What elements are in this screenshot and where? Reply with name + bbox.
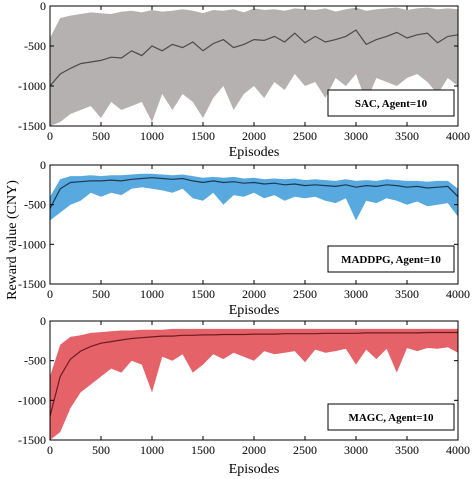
sac-x-tick-label: 1500 bbox=[191, 129, 215, 143]
sac-x-tick-label: 0 bbox=[47, 129, 53, 143]
sac-mean-line bbox=[49, 29, 459, 87]
magc-legend-label: MAGC, Agent=10 bbox=[348, 412, 434, 424]
maddpg-x-tick-label: 2500 bbox=[293, 287, 317, 301]
maddpg-x-tick-label: 2000 bbox=[242, 287, 266, 301]
sac-y-tick-label: -500 bbox=[24, 39, 46, 53]
sac-x-tick-label: 3500 bbox=[395, 129, 419, 143]
maddpg-legend-box bbox=[327, 245, 455, 273]
magc-x-tick-label: 3500 bbox=[395, 443, 419, 457]
maddpg-x-tick-label: 0 bbox=[47, 287, 53, 301]
maddpg-y-tick-label: -1500 bbox=[18, 277, 46, 291]
magc-x-tick-label: 0 bbox=[47, 443, 53, 457]
maddpg-x-tick-label: 1000 bbox=[140, 287, 164, 301]
magc-x-tick-label: 1000 bbox=[140, 443, 164, 457]
sac-panel: 0 500 1000 1500 2000 2500 3000 3500 4000 0 -500 -10… bbox=[18, 0, 470, 160]
magc-x-tick-label: 4000 bbox=[446, 443, 470, 457]
sac-x-tick-label: 4000 bbox=[446, 129, 470, 143]
sac-x-tick-label: 2500 bbox=[293, 129, 317, 143]
maddpg-legend-label: MADDPG, Agent=10 bbox=[341, 254, 441, 266]
magc-x-tick-label: 500 bbox=[92, 443, 110, 457]
sac-legend-label: SAC, Agent=10 bbox=[355, 98, 428, 110]
maddpg-x-tick-label: 1500 bbox=[191, 287, 215, 301]
magc-x-axis-title: Episodes bbox=[229, 462, 280, 477]
shared-y-axis-title: Reward value (CNY) bbox=[5, 180, 20, 300]
magc-mean-line bbox=[49, 331, 458, 417]
sac-y-tick-label: -1500 bbox=[18, 119, 46, 133]
sac-legend-box bbox=[327, 89, 455, 117]
magc-range-band bbox=[50, 328, 458, 440]
magc-x-tick-label: 2500 bbox=[293, 443, 317, 457]
magc-x-tick-label: 2000 bbox=[242, 443, 266, 457]
maddpg-range-band bbox=[50, 173, 458, 221]
maddpg-x-tick-label: 3000 bbox=[344, 287, 368, 301]
sac-x-tick-label: 1000 bbox=[140, 129, 164, 143]
sac-x-axis-title: Episodes bbox=[229, 145, 280, 160]
maddpg-x-tick-label: 500 bbox=[92, 287, 110, 301]
maddpg-y-tick-label: -1000 bbox=[18, 237, 46, 251]
magc-x-tick-label: 3000 bbox=[344, 443, 368, 457]
maddpg-x-axis-title: Episodes bbox=[229, 303, 280, 318]
magc-y-tick-label: -1500 bbox=[18, 433, 46, 447]
sac-range-band bbox=[50, 7, 458, 127]
maddpg-mean-line bbox=[49, 177, 459, 209]
maddpg-x-tick-label: 3500 bbox=[395, 287, 419, 301]
sac-x-tick-label: 2000 bbox=[242, 129, 266, 143]
sac-y-tick-label: 0 bbox=[40, 0, 46, 13]
maddpg-panel: 0 500 1000 1500 2000 2500 3000 3500 4000 0 -500 -10… bbox=[18, 158, 470, 318]
sac-y-tick-label: -1000 bbox=[18, 79, 46, 93]
magc-y-tick-label: -500 bbox=[24, 354, 46, 368]
maddpg-x-tick-label: 4000 bbox=[446, 287, 470, 301]
magc-legend-box bbox=[327, 403, 455, 431]
maddpg-y-tick-label: -500 bbox=[24, 198, 46, 212]
magc-y-tick-label: 0 bbox=[40, 314, 46, 328]
magc-y-tick-label: -1000 bbox=[18, 393, 46, 407]
magc-panel: 0 500 1000 1500 2000 2500 3000 3500 4000 0 -500 -10… bbox=[18, 314, 470, 477]
magc-x-tick-label: 1500 bbox=[191, 443, 215, 457]
maddpg-y-tick-label: 0 bbox=[40, 158, 46, 172]
sac-x-tick-label: 500 bbox=[92, 129, 110, 143]
sac-x-tick-label: 3000 bbox=[344, 129, 368, 143]
